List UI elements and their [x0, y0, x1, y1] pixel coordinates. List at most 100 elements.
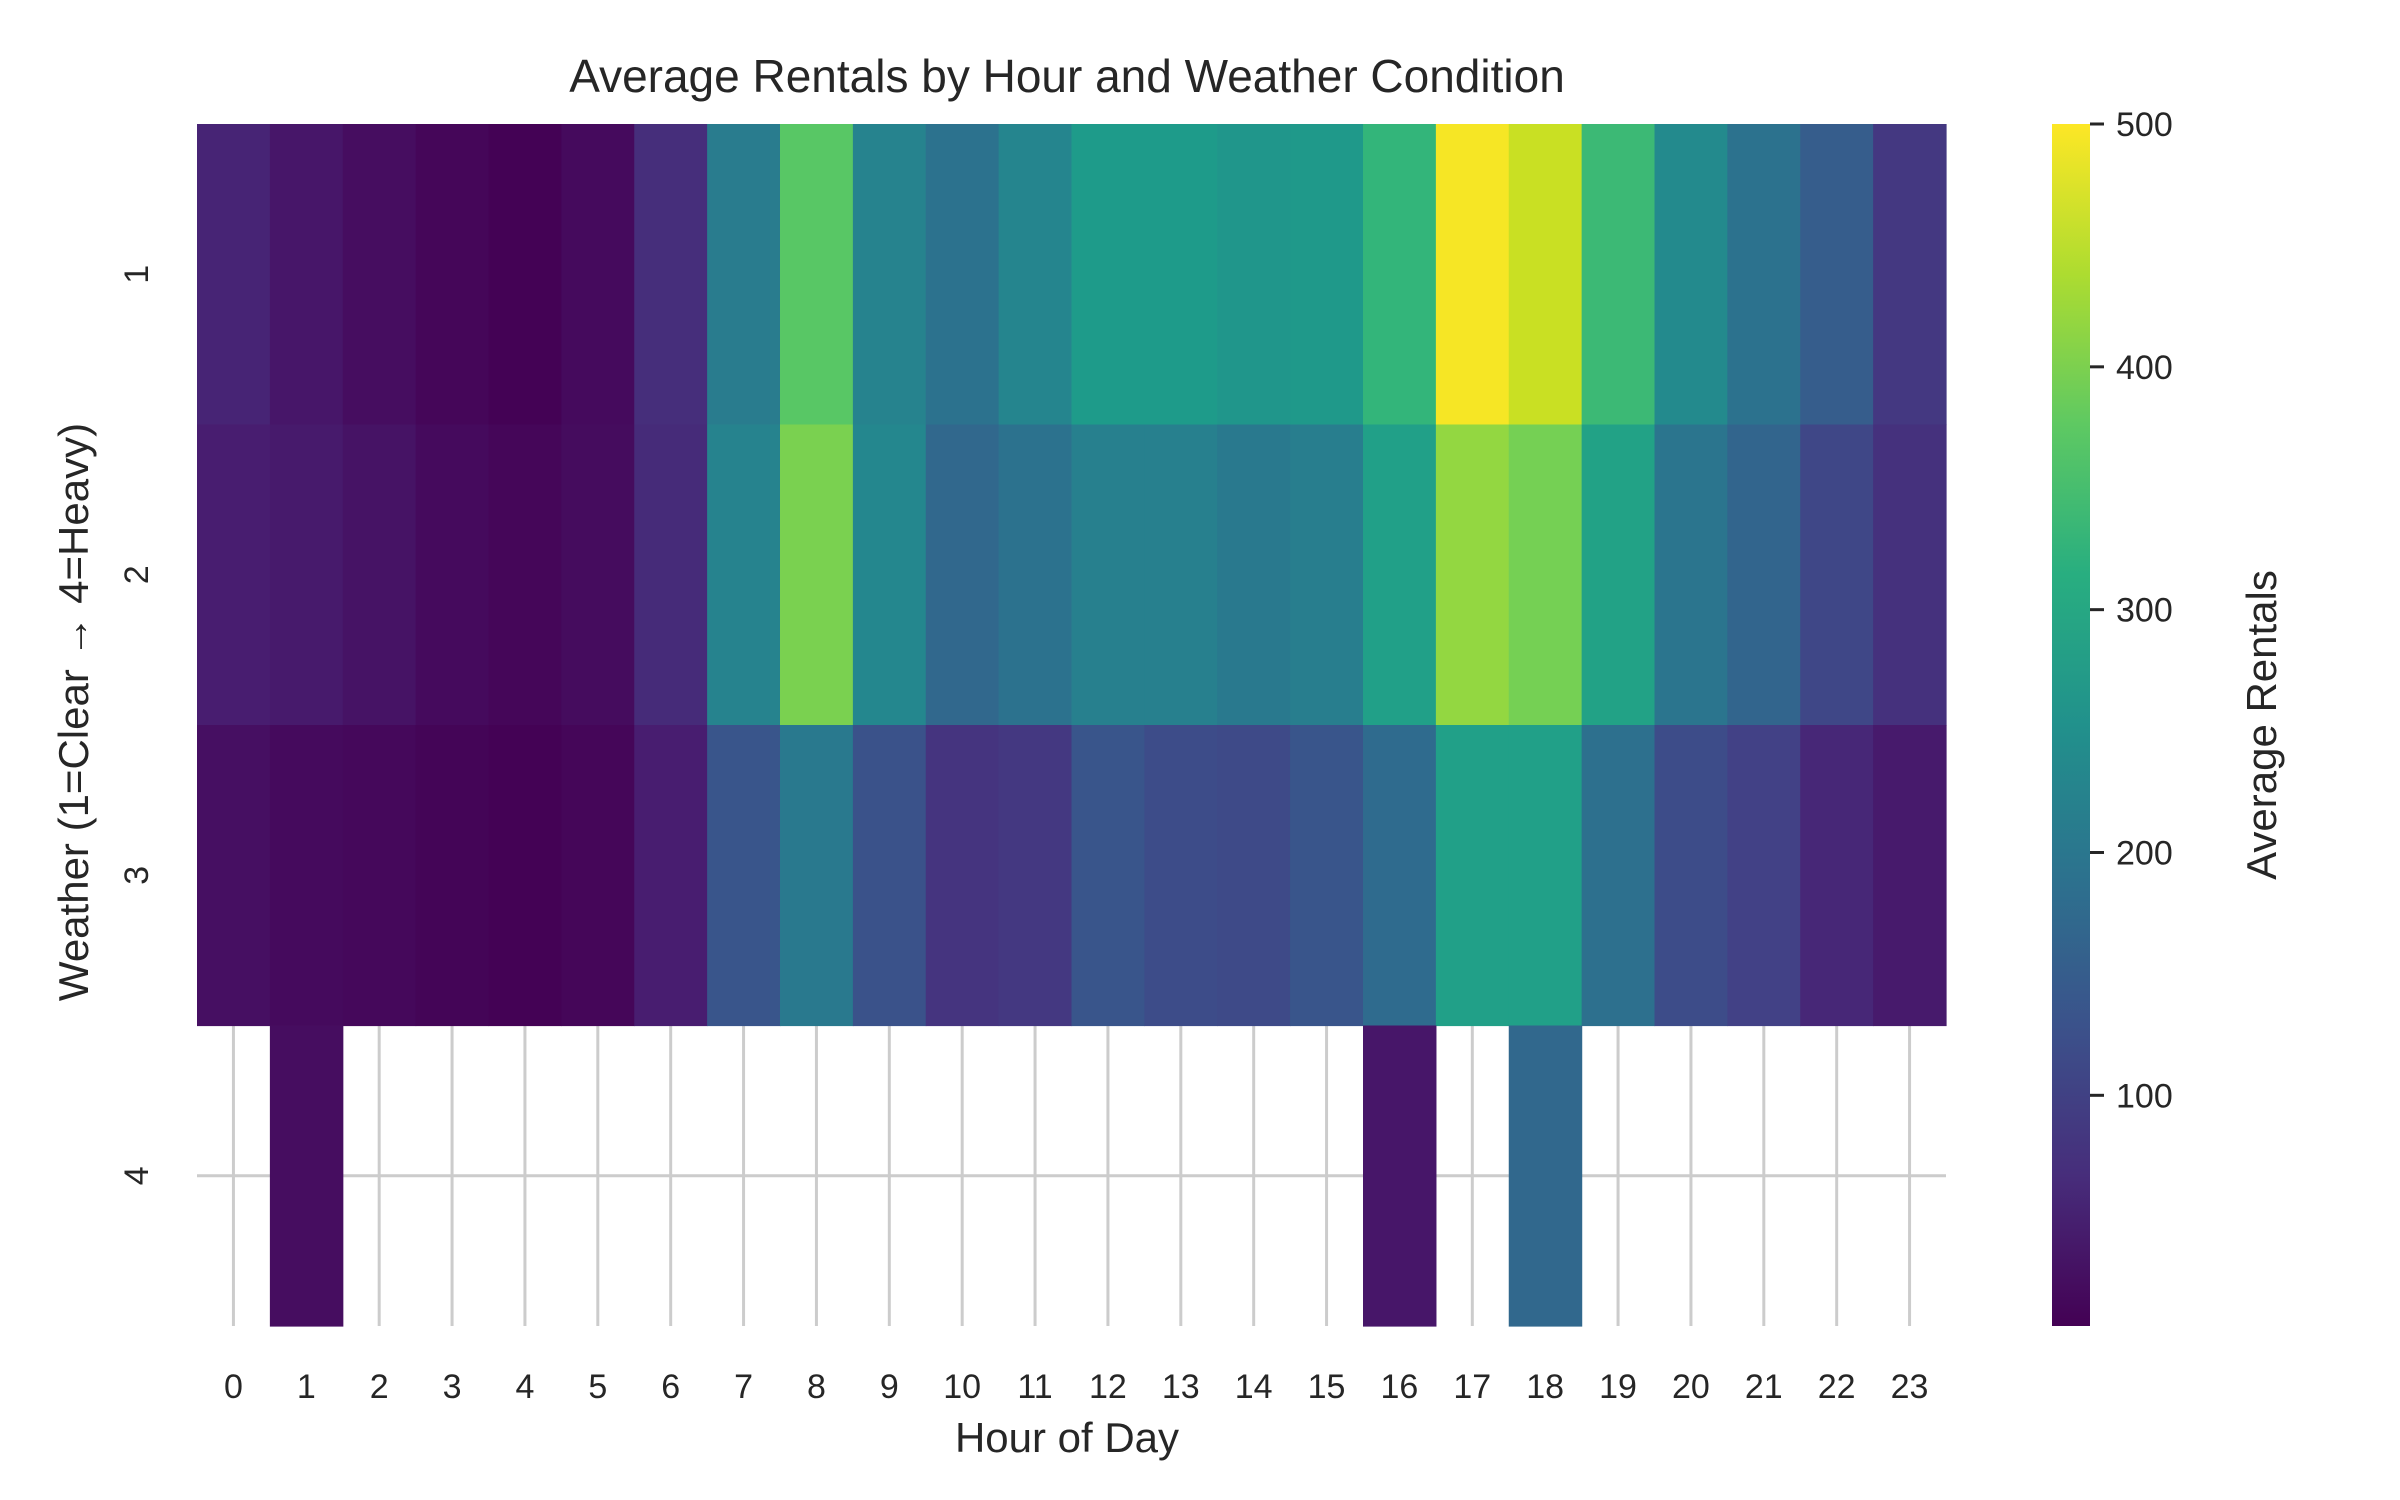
colorbar-tick-label: 200 [2116, 834, 2173, 872]
heatmap-cell [342, 725, 417, 1027]
heatmap-cell [1071, 725, 1145, 1027]
x-tick-label: 12 [1089, 1368, 1127, 1406]
heatmap-cell [1508, 124, 1583, 426]
heatmap-cell [1873, 124, 1947, 426]
heatmap-cell [1727, 424, 1801, 726]
colorbar [2052, 124, 2090, 1326]
heatmap-cell [1363, 424, 1437, 726]
colorbar-tick-label: 300 [2116, 592, 2173, 630]
heatmap-cell [1363, 725, 1437, 1027]
heatmap-cell [269, 124, 344, 426]
heatmap-cell [780, 424, 854, 726]
heatmap-cell [1435, 124, 1510, 426]
heatmap-cell [1654, 424, 1728, 726]
x-tick-label: 8 [807, 1368, 826, 1406]
heatmap-cell [1290, 725, 1364, 1027]
heatmap-cell [634, 424, 708, 726]
heatmap-cell [1727, 124, 1801, 426]
x-tick-label: 13 [1162, 1368, 1200, 1406]
x-tick-label: 10 [943, 1368, 981, 1406]
x-tick-labels: 0 1 2 3 4 5 6 7 8 9 10 11 12 13 14 15 16 17 18 19 20 21 22 23 [224, 1368, 1929, 1406]
heatmap-cell [1654, 124, 1728, 426]
colorbar-tick-label: 400 [2116, 349, 2173, 387]
x-tick-label: 23 [1891, 1368, 1929, 1406]
y-tick-label: 1 [118, 265, 156, 284]
x-tick-label: 19 [1599, 1368, 1637, 1406]
colorbar-label: Average Rentals [2238, 570, 2285, 880]
heatmap-cell [1873, 424, 1947, 726]
heatmap-cell [342, 424, 417, 726]
heatmap-cell [1217, 725, 1291, 1027]
heatmap-cell [415, 725, 490, 1027]
heatmap-cell [488, 124, 562, 426]
x-tick-label: 0 [224, 1368, 243, 1406]
heatmap-cell [1144, 124, 1218, 426]
heatmap-cell [1363, 124, 1437, 426]
heatmap-cell [1727, 725, 1801, 1027]
x-tick-label: 21 [1745, 1368, 1783, 1406]
x-tick-label: 2 [370, 1368, 389, 1406]
heatmap-cell [488, 424, 562, 726]
colorbar-ticks: 100 200 300 400 500 [2090, 106, 2173, 1115]
heatmap-cell [1363, 1025, 1437, 1327]
heatmap-cell [488, 725, 562, 1027]
x-tick-label: 14 [1235, 1368, 1273, 1406]
x-tick-label: 11 [1017, 1368, 1052, 1406]
y-tick-labels: 1 2 3 4 [118, 265, 156, 1185]
heatmap-cell [998, 424, 1073, 726]
heatmap-cell [634, 124, 708, 426]
heatmap-cell [269, 1025, 344, 1327]
heatmap-cell [561, 424, 635, 726]
heatmap-cell [1581, 124, 1656, 426]
heatmap-cell [852, 124, 927, 426]
x-tick-label: 15 [1308, 1368, 1346, 1406]
x-axis-label: Hour of Day [955, 1414, 1179, 1461]
x-tick-label: 5 [588, 1368, 607, 1406]
heatmap-cell [1071, 424, 1145, 726]
x-tick-label: 4 [515, 1368, 534, 1406]
heatmap-cell [269, 424, 344, 726]
y-tick-label: 3 [118, 866, 156, 885]
heatmap-cell [707, 424, 781, 726]
heatmap-cell [1508, 424, 1583, 726]
heatmap-cell [561, 124, 635, 426]
heatmap-cell [1144, 725, 1218, 1027]
y-tick-label: 4 [118, 1166, 156, 1185]
x-tick-label: 7 [734, 1368, 753, 1406]
heatmap-cell [998, 725, 1073, 1027]
y-axis-label: Weather (1=Clear → 4=Heavy) [50, 423, 97, 1001]
heatmap-cell [852, 424, 927, 726]
heatmap-cell [780, 725, 854, 1027]
x-tick-label: 22 [1818, 1368, 1856, 1406]
heatmap-cell [269, 725, 344, 1027]
heatmap-cell [1508, 725, 1583, 1027]
heatmap-cell [707, 124, 781, 426]
x-tick-label: 20 [1672, 1368, 1710, 1406]
colorbar-tick-label: 500 [2116, 106, 2173, 144]
chart-title: Average Rentals by Hour and Weather Cond… [569, 50, 1565, 102]
heatmap-cell [1217, 424, 1291, 726]
x-tick-label: 9 [880, 1368, 899, 1406]
heatmap-cell [1800, 124, 1874, 426]
heatmap-cell [925, 424, 1000, 726]
heatmap-cell [1800, 725, 1874, 1027]
heatmap-cell [197, 725, 271, 1027]
heatmap-cell [707, 725, 781, 1027]
x-tick-label: 3 [443, 1368, 462, 1406]
heatmap-cell [1144, 424, 1218, 726]
heatmap-cell [1581, 725, 1656, 1027]
heatmap-cell [197, 424, 271, 726]
colorbar-tick-label: 100 [2116, 1077, 2173, 1115]
heatmap-cell [197, 124, 271, 426]
heatmap-cell [1217, 124, 1291, 426]
heatmap-cell [925, 725, 1000, 1027]
y-tick-label: 2 [118, 565, 156, 584]
heatmap-cell [561, 725, 635, 1027]
x-tick-label: 1 [297, 1368, 316, 1406]
heatmap-cell [925, 124, 1000, 426]
heatmap-cells [197, 124, 1947, 1327]
heatmap-cell [1581, 424, 1656, 726]
x-tick-label: 18 [1526, 1368, 1564, 1406]
heatmap-cell [998, 124, 1073, 426]
